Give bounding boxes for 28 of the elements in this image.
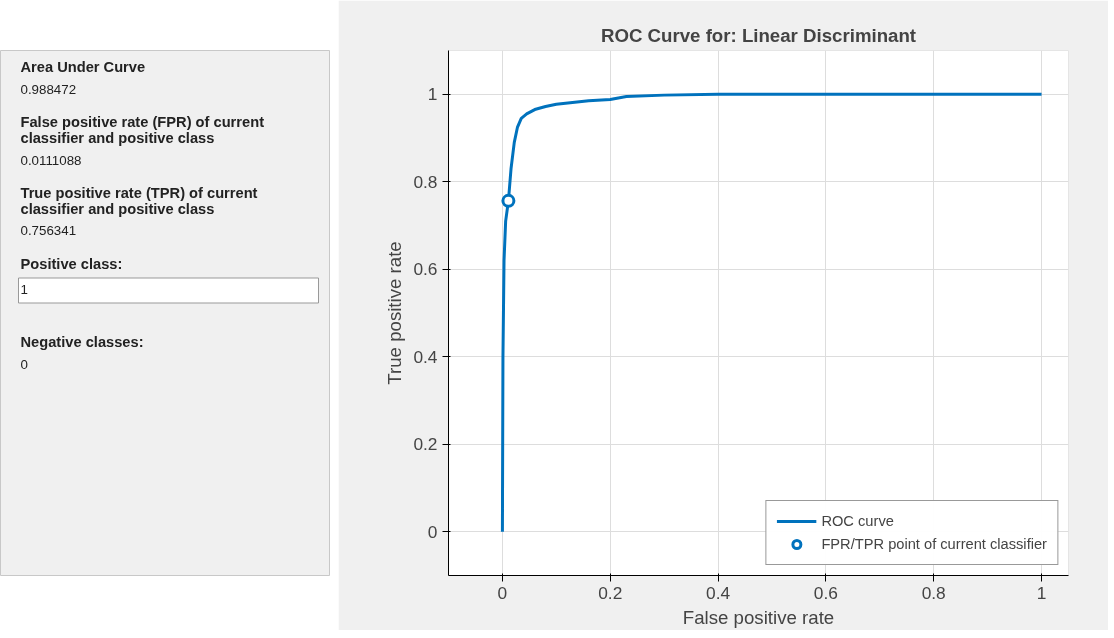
y-tick-label: 0.8 — [413, 171, 438, 192]
text: Negative classes: — [20, 333, 144, 350]
text: 0 — [20, 356, 28, 372]
line-series — [500, 92, 1044, 534]
x-axis-title: False positive rate — [682, 606, 835, 628]
text: Positive class: — [20, 255, 123, 272]
text: 0.988472 — [20, 81, 77, 97]
x-tick-label: 0.6 — [813, 582, 838, 603]
y-tick-label: 0.6 — [413, 259, 438, 280]
x-tick-label: 0 — [497, 582, 508, 603]
text: 1 — [20, 281, 28, 297]
x-tick-label: 1 — [1036, 582, 1047, 603]
legend-label: ROC curve — [821, 513, 894, 529]
text: 0.756341 — [20, 223, 77, 239]
y-tick-label: 1 — [427, 84, 438, 105]
y-tick-label: 0.4 — [413, 346, 438, 367]
y-axis-title: True positive rate — [384, 241, 406, 385]
chart-title: ROC Curve for: Linear Discriminant — [600, 24, 917, 46]
text: True positive rate (TPR) of current classifier and positive class — [20, 184, 258, 217]
text: False positive rate (FPR) of current classifier and positive class — [20, 113, 265, 146]
y-tick-label: 0.2 — [413, 434, 438, 455]
text: 0.0111088 — [20, 152, 82, 168]
x-tick-label: 0.8 — [921, 582, 946, 603]
x-tick-label: 0.2 — [598, 582, 623, 603]
x-tick-label: 0.4 — [706, 582, 731, 603]
text: Area Under Curve — [20, 58, 146, 75]
legend-label: FPR/TPR point of current classifier — [821, 536, 1047, 552]
y-tick-label: 0 — [427, 521, 438, 542]
